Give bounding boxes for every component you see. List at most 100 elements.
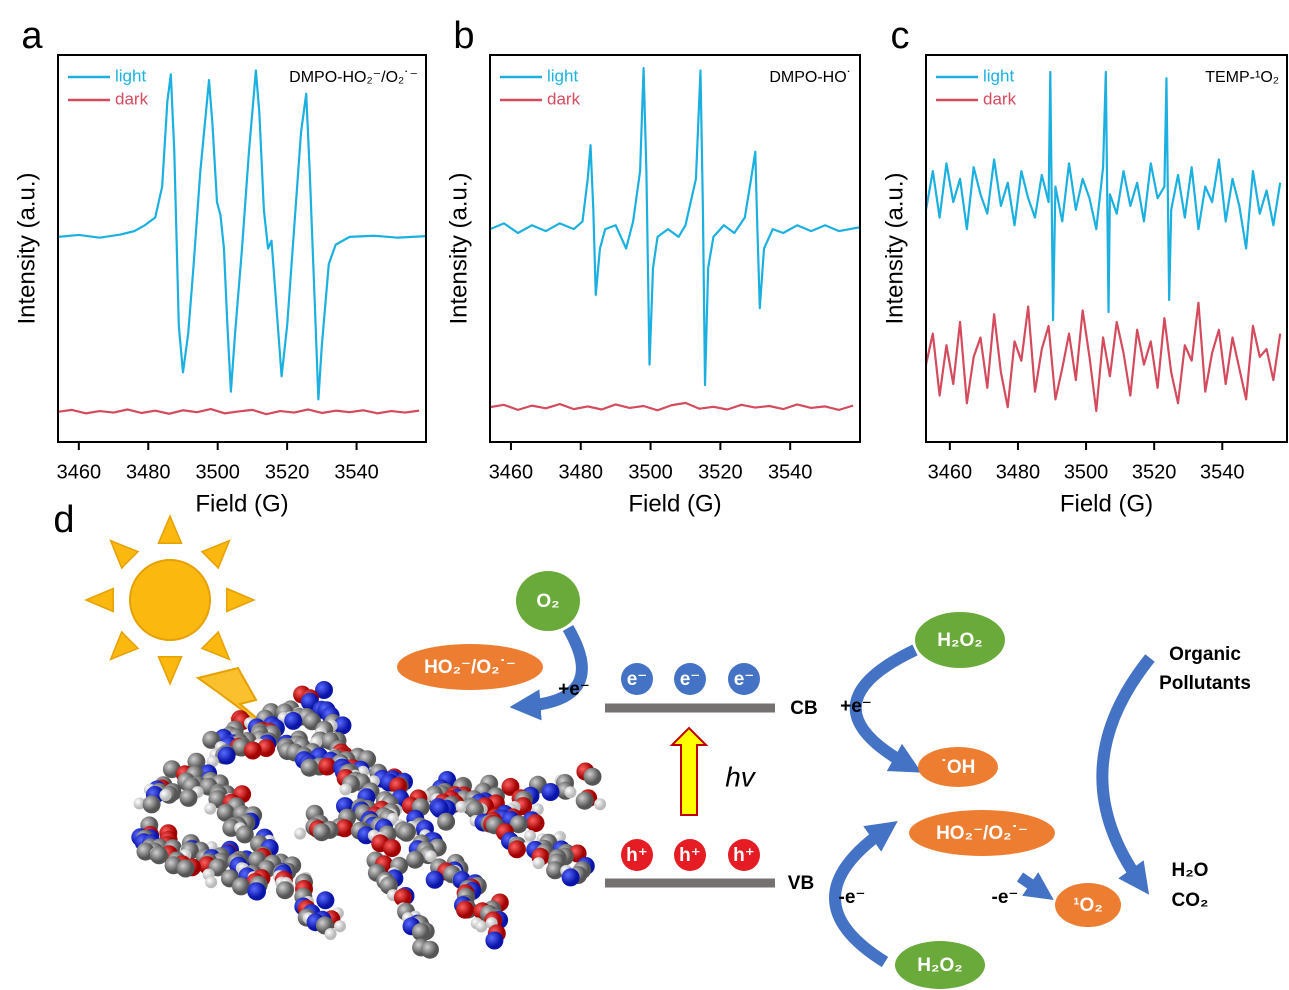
arrow — [1096, 654, 1155, 895]
atom — [485, 931, 504, 950]
plot-frame — [925, 54, 1288, 443]
electron-label: e⁻ — [734, 669, 755, 690]
arrow — [849, 644, 922, 773]
hole — [674, 839, 706, 871]
sun-ray — [157, 514, 183, 544]
atom — [312, 823, 331, 842]
y-axis-label: Intensity (a.u.) — [881, 172, 908, 324]
x-tick-label: 3520 — [698, 461, 743, 483]
spectrum-line — [490, 67, 860, 387]
atom — [524, 829, 537, 842]
charts: a Intensity (a.u.) Field (G) 3460 3480 3500 35… — [13, 15, 1288, 517]
product-label: H₂O — [1172, 860, 1209, 881]
panel-label: b — [453, 15, 474, 57]
ho2-label: HO₂⁻/O₂˙⁻ — [936, 823, 1028, 844]
spectrum-line — [926, 70, 1282, 322]
electron-label: e⁻ — [627, 669, 648, 690]
atom — [406, 850, 425, 869]
atom — [564, 786, 577, 799]
atom — [136, 842, 155, 861]
mechanism-diagram: d O₂ HO₂⁻/O₂˙⁻ +e⁻ e⁻ e⁻ e⁻ CB hv h⁺ h⁺ … — [53, 499, 1251, 989]
x-tick-label: 3460 — [489, 461, 534, 483]
hole-label: h⁺ — [626, 845, 648, 866]
arrow — [1016, 872, 1054, 901]
sun-ray — [84, 587, 114, 613]
atom — [594, 798, 607, 811]
atom — [456, 900, 474, 919]
atom — [243, 741, 262, 760]
spectrum-line — [490, 401, 854, 412]
x-tick-label: 3540 — [1200, 461, 1245, 483]
x-axis-label: Field (G) — [628, 490, 721, 517]
legend-label: light — [547, 66, 578, 85]
y-axis-label: Intensity (a.u.) — [445, 172, 472, 324]
plot-frame — [489, 54, 861, 443]
electron — [674, 663, 706, 695]
h2o2-bubble — [915, 612, 1005, 668]
h2o2-label: H₂O₂ — [937, 630, 982, 651]
atom — [424, 850, 437, 863]
atom — [575, 791, 594, 810]
atom — [561, 868, 580, 887]
atom — [206, 755, 219, 768]
atom — [526, 814, 545, 833]
atom — [276, 881, 294, 900]
oh-bubble — [918, 747, 998, 787]
atom — [335, 819, 354, 838]
x-tick-label: 3500 — [628, 461, 673, 483]
electron — [728, 663, 760, 695]
annotation: TEMP-¹O₂ — [1205, 69, 1279, 86]
atom — [235, 825, 254, 844]
atom — [507, 840, 526, 859]
plus-e-label: +e⁻ — [840, 696, 872, 717]
atom — [159, 789, 172, 802]
ho2-bubble — [909, 810, 1055, 856]
sun-ray — [109, 630, 140, 661]
sun — [84, 514, 256, 686]
plot-frame — [57, 54, 427, 443]
minus-e-label: -e⁻ — [992, 887, 1019, 908]
atom — [300, 758, 319, 777]
legend-label: dark — [983, 89, 1017, 108]
hv-label: hv — [725, 761, 757, 792]
sun-ray — [200, 630, 231, 661]
singlet-o2-label: ¹O₂ — [1073, 895, 1103, 916]
sun-ray — [200, 539, 231, 570]
sun-ray — [157, 656, 183, 686]
atom — [315, 681, 333, 699]
atom — [294, 827, 307, 840]
annotation: DMPO-HO˙ — [769, 69, 852, 86]
sun-disc — [129, 559, 211, 641]
hole-label: h⁺ — [733, 845, 755, 866]
spectrum-line — [926, 301, 1282, 413]
hole — [728, 839, 760, 871]
hole — [621, 839, 653, 871]
atom — [334, 920, 346, 933]
spectrum-line — [58, 408, 420, 416]
atom — [455, 800, 468, 813]
x-tick-label: 3500 — [1064, 461, 1109, 483]
panel-label: a — [21, 15, 43, 57]
x-tick-label: 3480 — [559, 461, 604, 483]
atom — [205, 876, 218, 889]
x-tick-label: 3540 — [768, 461, 813, 483]
atom — [133, 797, 146, 810]
sun-ray — [226, 587, 256, 613]
legend-label: dark — [115, 89, 149, 108]
x-tick-label: 3500 — [195, 461, 240, 483]
atom — [150, 846, 168, 865]
arrow — [829, 821, 898, 968]
atom — [541, 783, 560, 801]
atom — [475, 920, 488, 933]
ho2-label: HO₂⁻/O₂˙⁻ — [424, 657, 516, 678]
legend-label: light — [115, 66, 146, 85]
atom — [222, 818, 241, 837]
atom — [232, 877, 250, 896]
spectrum-line — [58, 69, 426, 401]
atom — [142, 795, 161, 814]
x-tick-label: 3480 — [126, 461, 171, 483]
atom — [284, 711, 303, 730]
x-tick-label: 3480 — [996, 461, 1041, 483]
